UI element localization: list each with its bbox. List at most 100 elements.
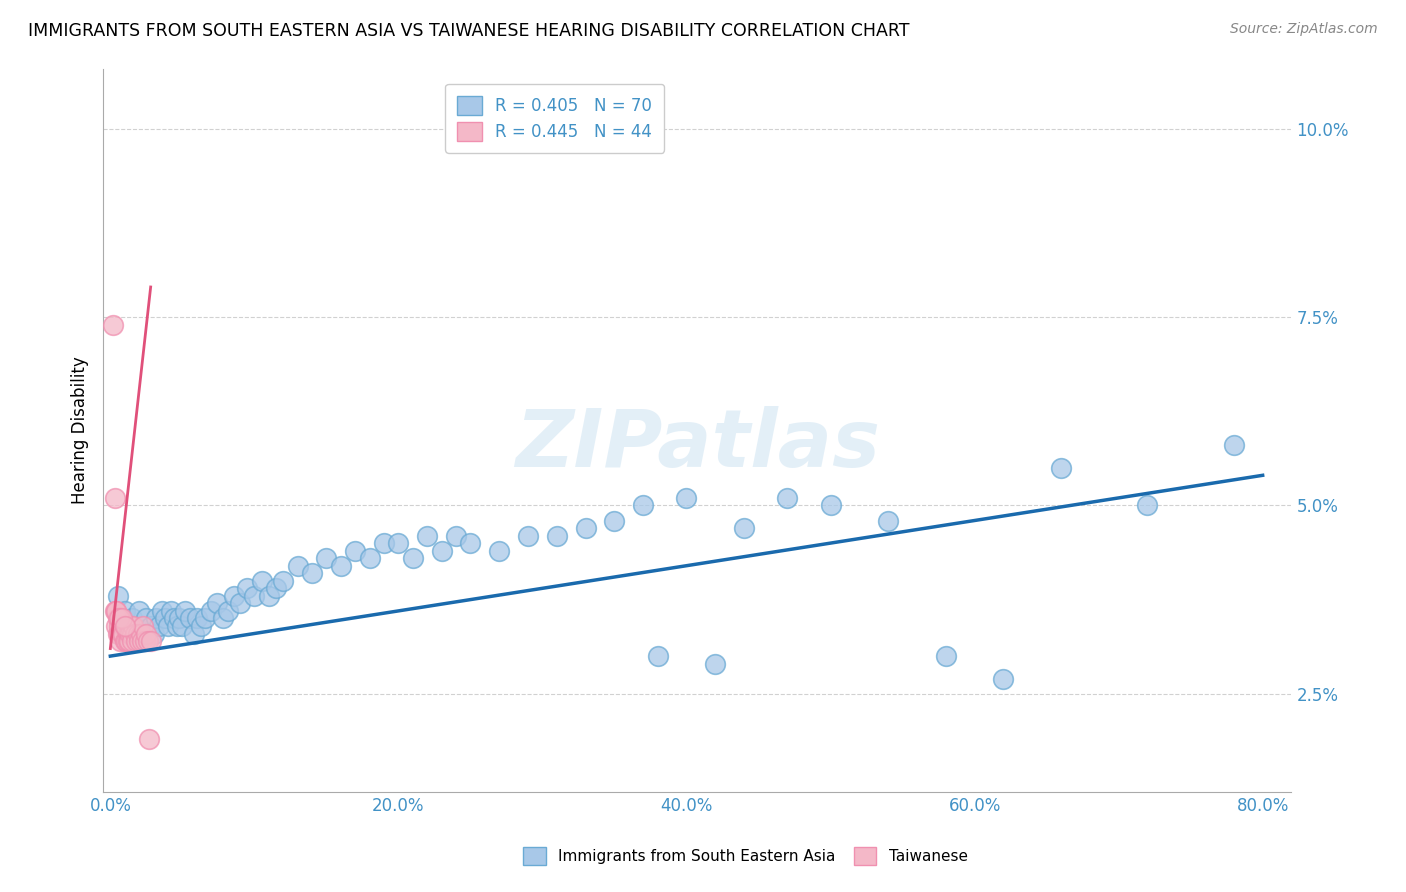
Point (132, 619, 155, 633)
Point (127, 626, 149, 640)
Point (236, 582, 259, 596)
Point (117, 626, 139, 640)
Point (139, 634, 162, 648)
Point (359, 551, 381, 566)
Point (163, 611, 186, 625)
Y-axis label: Hearing Disability: Hearing Disability (72, 356, 89, 504)
Point (104, 604, 127, 618)
Point (120, 626, 142, 640)
Point (150, 604, 173, 618)
Point (105, 619, 128, 633)
Point (111, 619, 134, 633)
Point (776, 491, 799, 505)
Point (243, 589, 266, 603)
Point (993, 672, 1015, 686)
Point (103, 318, 125, 332)
Point (344, 543, 367, 558)
Point (108, 626, 131, 640)
Point (211, 611, 233, 625)
Point (229, 596, 252, 610)
Point (117, 626, 139, 640)
Point (135, 611, 157, 625)
Point (402, 551, 425, 566)
Point (169, 611, 191, 625)
Point (148, 619, 170, 633)
Point (250, 574, 273, 588)
Point (224, 589, 246, 603)
Point (131, 626, 153, 640)
Point (935, 649, 957, 664)
Point (124, 626, 146, 640)
Point (112, 619, 135, 633)
Point (131, 634, 153, 648)
Text: IMMIGRANTS FROM SOUTH EASTERN ASIA VS TAIWANESE HEARING DISABILITY CORRELATION C: IMMIGRANTS FROM SOUTH EASTERN ASIA VS TA… (28, 22, 910, 40)
Point (135, 626, 157, 640)
Point (105, 604, 128, 618)
Point (1050, 460, 1073, 475)
Point (111, 626, 134, 640)
Point (633, 499, 655, 513)
Point (142, 626, 165, 640)
Point (647, 649, 669, 664)
Point (460, 536, 482, 550)
Point (145, 611, 167, 625)
Point (430, 543, 453, 558)
Point (111, 619, 134, 633)
Point (134, 634, 156, 648)
Point (183, 626, 205, 640)
Point (575, 521, 598, 535)
Point (733, 521, 755, 535)
Text: Source: ZipAtlas.com: Source: ZipAtlas.com (1230, 22, 1378, 37)
Point (186, 611, 208, 625)
Point (129, 626, 152, 640)
Point (107, 611, 129, 625)
Point (179, 611, 201, 625)
Point (110, 634, 132, 648)
Point (117, 634, 139, 648)
Point (315, 551, 337, 566)
Point (329, 558, 352, 573)
Point (121, 611, 143, 625)
Point (104, 491, 127, 505)
Point (118, 626, 141, 640)
Point (387, 536, 409, 550)
Point (108, 611, 131, 625)
Point (546, 528, 568, 542)
Point (115, 634, 138, 648)
Point (603, 514, 626, 528)
Point (877, 514, 900, 528)
Point (114, 619, 136, 633)
Point (704, 657, 727, 671)
Point (190, 619, 212, 633)
Text: ZIPatlas: ZIPatlas (515, 406, 880, 483)
Point (301, 566, 323, 581)
Point (114, 619, 136, 633)
Point (107, 626, 129, 640)
Point (200, 604, 222, 618)
Point (1223, 438, 1246, 452)
Point (172, 619, 194, 633)
Point (107, 589, 129, 603)
Point (264, 582, 287, 596)
Point (373, 536, 395, 550)
Point (115, 619, 138, 633)
Point (271, 574, 294, 588)
Legend: R = 0.405   N = 70, R = 0.445   N = 44: R = 0.405 N = 70, R = 0.445 N = 44 (446, 84, 664, 153)
Point (166, 619, 188, 633)
Point (122, 619, 145, 633)
Point (128, 604, 150, 618)
Point (444, 528, 467, 542)
Point (125, 634, 148, 648)
Point (121, 634, 143, 648)
Point (114, 604, 136, 618)
Point (139, 619, 162, 633)
Point (111, 611, 134, 625)
Point (105, 604, 128, 618)
Point (156, 619, 179, 633)
Point (257, 589, 280, 603)
Point (174, 604, 197, 618)
Point (675, 491, 697, 505)
Point (517, 528, 540, 542)
Point (217, 604, 239, 618)
Point (488, 543, 510, 558)
